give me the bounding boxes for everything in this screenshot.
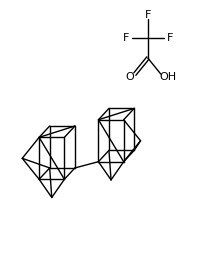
Text: F: F bbox=[123, 33, 129, 43]
Text: OH: OH bbox=[160, 72, 177, 82]
Text: F: F bbox=[145, 10, 151, 20]
Text: F: F bbox=[166, 33, 173, 43]
Text: O: O bbox=[126, 72, 134, 82]
